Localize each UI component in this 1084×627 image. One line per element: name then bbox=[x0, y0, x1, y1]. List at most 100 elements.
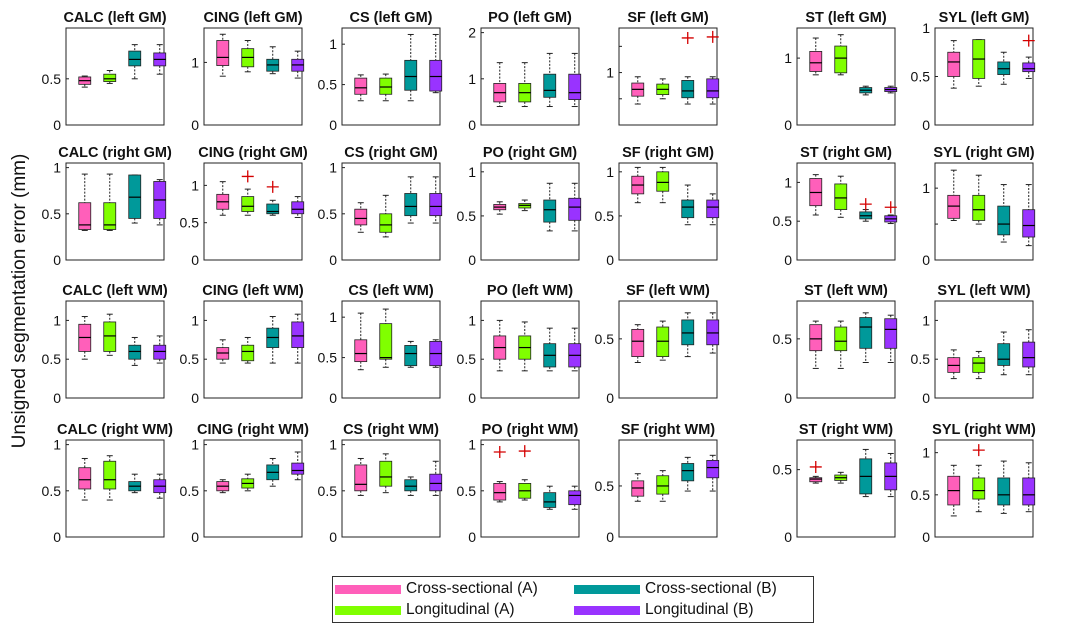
y-tick-label: 1 bbox=[468, 437, 476, 453]
y-tick-label: 1 bbox=[606, 65, 614, 81]
y-tick-label: 0 bbox=[606, 390, 614, 406]
box bbox=[103, 73, 117, 82]
box bbox=[103, 460, 117, 490]
box bbox=[947, 51, 961, 77]
subplot-title: PO (left GM) bbox=[488, 10, 572, 26]
y-tick-label: 0 bbox=[53, 390, 61, 406]
box bbox=[216, 40, 230, 66]
subplot: SF (right GM) 0 0.5 1 bbox=[595, 145, 720, 268]
box bbox=[291, 462, 305, 475]
y-tick-label: 1 bbox=[922, 180, 930, 196]
subplot: PO (left WM) 0 0.5 1 bbox=[457, 283, 582, 406]
y-tick-label: 0.5 bbox=[595, 331, 615, 347]
subplot: CS (left GM) 0 0.5 1 bbox=[318, 10, 443, 133]
outlier-marker bbox=[493, 446, 506, 459]
box bbox=[1022, 341, 1036, 368]
box bbox=[404, 345, 418, 367]
outlier-marker bbox=[266, 180, 279, 193]
axes-frame bbox=[341, 27, 441, 126]
y-tick-label: 1 bbox=[922, 312, 930, 328]
y-tick-label: 0 bbox=[468, 252, 476, 268]
box bbox=[354, 208, 368, 226]
y-tick-label: 0 bbox=[784, 529, 792, 545]
y-tick-label: 1 bbox=[468, 164, 476, 180]
axes-frame bbox=[480, 27, 580, 126]
box bbox=[1022, 209, 1036, 238]
subplot: PO (left GM) 0 1 2 bbox=[468, 10, 582, 133]
subplot-title: PO (right GM) bbox=[483, 145, 577, 161]
y-tick-label: 1 bbox=[329, 160, 337, 176]
subplot-title: ST (left WM) bbox=[804, 283, 888, 299]
box bbox=[972, 357, 986, 373]
subplot-title: CING (right GM) bbox=[198, 145, 308, 161]
axes-frame bbox=[934, 300, 1034, 399]
axes-frame bbox=[203, 27, 303, 126]
subplot: CS (left WM) 0 0.5 1 bbox=[318, 283, 443, 406]
y-tick-label: 1 bbox=[191, 54, 199, 70]
box bbox=[656, 475, 670, 495]
box bbox=[809, 51, 823, 72]
y-tick-label: 0 bbox=[53, 529, 61, 545]
axes-frame bbox=[618, 439, 718, 538]
box bbox=[429, 59, 443, 92]
box bbox=[568, 73, 582, 100]
box bbox=[568, 197, 582, 221]
y-tick-label: 0 bbox=[784, 390, 792, 406]
outlier-marker bbox=[809, 460, 822, 473]
legend-swatch bbox=[574, 584, 640, 594]
y-tick-label: 0.5 bbox=[457, 483, 477, 499]
box bbox=[834, 326, 848, 352]
box bbox=[241, 196, 255, 212]
y-tick-label: 0.5 bbox=[318, 350, 338, 366]
legend-label: Longitudinal (A) bbox=[406, 601, 515, 618]
y-tick-label: 0 bbox=[191, 529, 199, 545]
y-tick-label: 0.5 bbox=[180, 351, 200, 367]
subplot-title: CS (left WM) bbox=[348, 283, 434, 299]
y-tick-label: 0 bbox=[329, 252, 337, 268]
y-tick-label: 0 bbox=[606, 252, 614, 268]
subplot-title: ST (left GM) bbox=[805, 10, 887, 26]
y-tick-label: 0 bbox=[922, 252, 930, 268]
box bbox=[809, 477, 823, 483]
y-tick-label: 0 bbox=[922, 117, 930, 133]
y-tick-label: 1 bbox=[784, 50, 792, 66]
box bbox=[354, 464, 368, 492]
box bbox=[997, 477, 1011, 506]
subplot-title: ST (right GM) bbox=[800, 145, 892, 161]
axes-frame bbox=[618, 300, 718, 399]
box bbox=[972, 477, 986, 500]
subplot-title: CING (right WM) bbox=[197, 422, 309, 438]
y-tick-label: 0.5 bbox=[911, 351, 931, 367]
box bbox=[834, 45, 848, 74]
box bbox=[543, 199, 557, 223]
subplot: PO (right WM) 0 0.5 1 bbox=[457, 422, 582, 545]
axes-frame bbox=[796, 439, 896, 538]
y-tick-label: 0.5 bbox=[42, 483, 62, 499]
outlier-marker bbox=[1022, 34, 1035, 47]
subplot: SYL (left WM) 0 0.5 1 bbox=[911, 283, 1036, 406]
y-tick-label: 1 bbox=[922, 445, 930, 461]
y-tick-label: 0 bbox=[53, 117, 61, 133]
subplot: CING (left GM) 0 1 bbox=[191, 10, 305, 133]
y-tick-label: 1 bbox=[191, 312, 199, 328]
subplot-title: CS (left GM) bbox=[350, 10, 433, 26]
subplot: CS (right GM) 0 0.5 1 bbox=[318, 145, 443, 268]
y-tick-label: 0.5 bbox=[911, 487, 931, 503]
y-tick-label: 0.5 bbox=[773, 213, 793, 229]
subplot-title: CALC (left WM) bbox=[62, 283, 168, 299]
y-tick-label: 1 bbox=[53, 160, 61, 176]
subplot-title: SF (right GM) bbox=[622, 145, 714, 161]
subplot: CING (right WM) 0 0.5 1 bbox=[180, 422, 310, 545]
box bbox=[859, 317, 873, 349]
subplot: ST (right WM) 0 0.5 bbox=[773, 422, 898, 545]
subplot: CALC (left WM) 0 0.5 1 bbox=[42, 283, 168, 406]
y-tick-label: 0 bbox=[329, 529, 337, 545]
subplot-title: SYL (right WM) bbox=[932, 422, 1036, 438]
y-tick-label: 1 bbox=[53, 437, 61, 453]
subplot: SF (left WM) 0 0.5 bbox=[595, 283, 720, 406]
y-tick-label: 1 bbox=[191, 177, 199, 193]
subplot: SYL (right WM) 0 0.5 1 bbox=[911, 422, 1036, 545]
subplot-title: CALC (right GM) bbox=[58, 145, 172, 161]
y-tick-label: 0.5 bbox=[180, 483, 200, 499]
